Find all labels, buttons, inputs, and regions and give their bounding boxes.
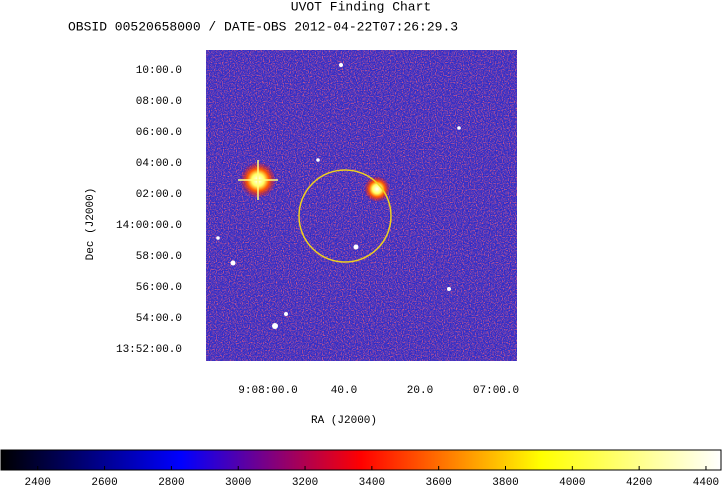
colorbar-tick-label: 3000 xyxy=(225,477,251,489)
colorbar-tick-label: 3800 xyxy=(492,477,518,489)
y-tick-label: 04:00.0 xyxy=(136,158,182,170)
y-tick-label: 13:52:00.0 xyxy=(116,344,182,356)
chart-title: UVOT Finding Chart xyxy=(291,0,431,14)
x-tick-label: 9:08:00.0 xyxy=(238,385,297,397)
star xyxy=(353,244,359,250)
y-tick-label: 56:00.0 xyxy=(136,282,182,294)
colorbar-tick-label: 2400 xyxy=(25,477,51,489)
colorbar-tick-label: 4200 xyxy=(626,477,652,489)
star xyxy=(284,312,288,316)
source-circle xyxy=(298,169,392,263)
x-tick-label: 07:00.0 xyxy=(473,385,519,397)
colorbar xyxy=(0,449,722,471)
colorbar-tick-label: 2600 xyxy=(91,477,117,489)
image-noise xyxy=(206,50,517,361)
star xyxy=(364,176,390,202)
y-tick-label: 54:00.0 xyxy=(136,313,182,325)
y-tick-label: 14:00:00.0 xyxy=(116,220,182,232)
x-tick-label: 20.0 xyxy=(407,385,433,397)
star xyxy=(316,158,320,162)
x-axis-label: RA (J2000) xyxy=(311,415,377,427)
colorbar-tick-label: 4000 xyxy=(559,477,585,489)
colorbar-tick-label: 4400 xyxy=(693,477,719,489)
colorbar-tick-label: 2800 xyxy=(158,477,184,489)
star xyxy=(447,287,451,291)
y-tick-label: 02:00.0 xyxy=(136,189,182,201)
star xyxy=(339,63,343,67)
sky-image xyxy=(206,50,517,361)
y-tick-label: 08:00.0 xyxy=(136,96,182,108)
colorbar-tick-label: 3400 xyxy=(359,477,385,489)
y-tick-label: 58:00.0 xyxy=(136,251,182,263)
star xyxy=(272,323,278,329)
star xyxy=(216,236,220,240)
chart-subtitle: OBSID 00520658000 / DATE-OBS 2012-04-22T… xyxy=(68,19,458,34)
y-tick-label: 10:00.0 xyxy=(136,65,182,77)
star xyxy=(457,126,461,130)
star xyxy=(230,260,236,266)
x-tick-label: 40.0 xyxy=(331,385,357,397)
colorbar-tick-label: 3600 xyxy=(425,477,451,489)
colorbar-tick-label: 3200 xyxy=(292,477,318,489)
y-axis-label: Dec (J2000) xyxy=(85,188,97,261)
y-tick-label: 06:00.0 xyxy=(136,127,182,139)
